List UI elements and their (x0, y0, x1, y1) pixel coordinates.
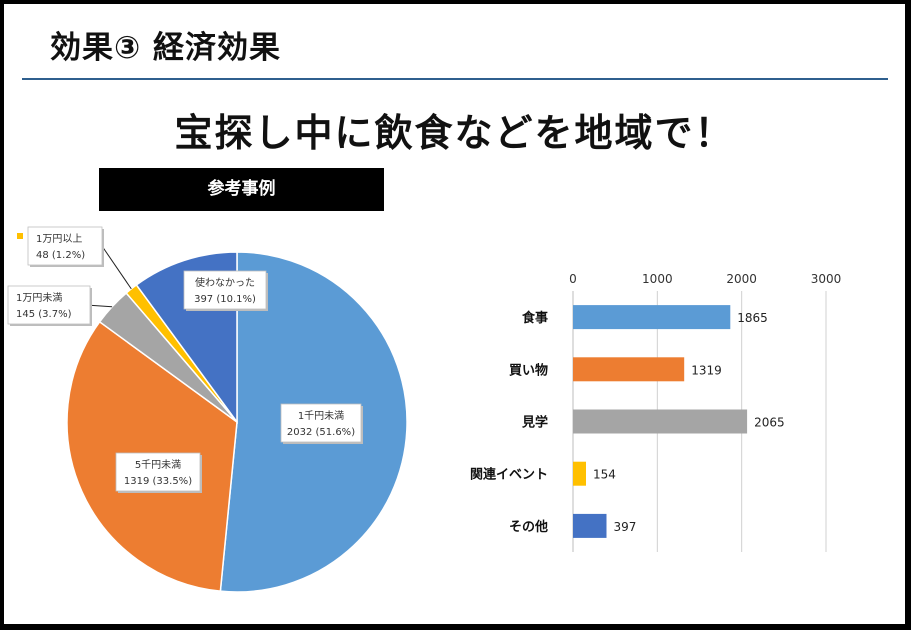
slide: 効果③ 経済効果 宝探し中に飲食などを地域で！ 参考事例 1千円未満 2032 (… (4, 4, 905, 624)
pie-value-label: 397 (10.1%) (194, 294, 256, 305)
bar-value-label: 2065 (754, 416, 785, 430)
pie-value-label: 145 (3.7%) (16, 309, 72, 320)
reference-label: 参考事例 (99, 168, 384, 211)
bar (573, 357, 685, 382)
title-divider (22, 78, 888, 80)
pie-label-box (183, 270, 267, 310)
pie-value-label: 1319 (33.5%) (124, 476, 192, 487)
bar-category-label: 関連イベント (470, 467, 548, 483)
pie-chart: 1千円未満 2032 (51.6%) 5千円未満 1319 (33.5%) 1万円未満 1… (7, 226, 408, 593)
headline: 宝探し中に飲食などを地域で！ (174, 111, 735, 155)
bar (573, 305, 731, 330)
bar-category-label: 買い物 (509, 362, 548, 378)
bar-chart: 0 1000 2000 3000 食事 1865 買い物 1319 見学 2065 関連イベント 15… (470, 272, 841, 552)
bar-tick-label: 2000 (726, 272, 757, 286)
pie-leader-line (101, 245, 132, 290)
pie-category-label: 1万円以上 (36, 233, 82, 245)
pie-value-label: 48 (1.2%) (36, 250, 85, 261)
bar (573, 513, 607, 538)
pie-label-box (115, 452, 201, 492)
pie-label-box (7, 285, 91, 325)
pie-label-box (280, 403, 362, 443)
pie-label-box (27, 226, 103, 266)
bar-category-label: 食事 (522, 310, 548, 326)
bar-tick-label: 0 (569, 272, 577, 286)
bar-value-label: 397 (613, 520, 636, 534)
bar-value-label: 1319 (691, 363, 722, 377)
bar-value-label: 1865 (737, 311, 768, 325)
pie-category-label: 1千円未満 (298, 410, 344, 422)
pie-legend-marker (17, 233, 23, 239)
pie-category-label: 1万円未満 (16, 292, 62, 304)
bar-value-label: 154 (593, 468, 616, 482)
bar-category-label: 見学 (521, 415, 548, 431)
pie-category-label: 5千円未満 (135, 459, 181, 471)
bar-tick-label: 3000 (811, 272, 842, 286)
bar-category-label: その他 (509, 519, 548, 535)
bar-tick-label: 1000 (642, 272, 673, 286)
slide-title: 効果③ 経済効果 (50, 30, 282, 66)
pie-value-label: 2032 (51.6%) (287, 427, 355, 438)
pie-category-label: 使わなかった (195, 276, 255, 289)
bar (573, 409, 748, 434)
bar (573, 461, 586, 486)
charts-canvas: 1千円未満 2032 (51.6%) 5千円未満 1319 (33.5%) 1万円未満 1… (7, 226, 841, 593)
